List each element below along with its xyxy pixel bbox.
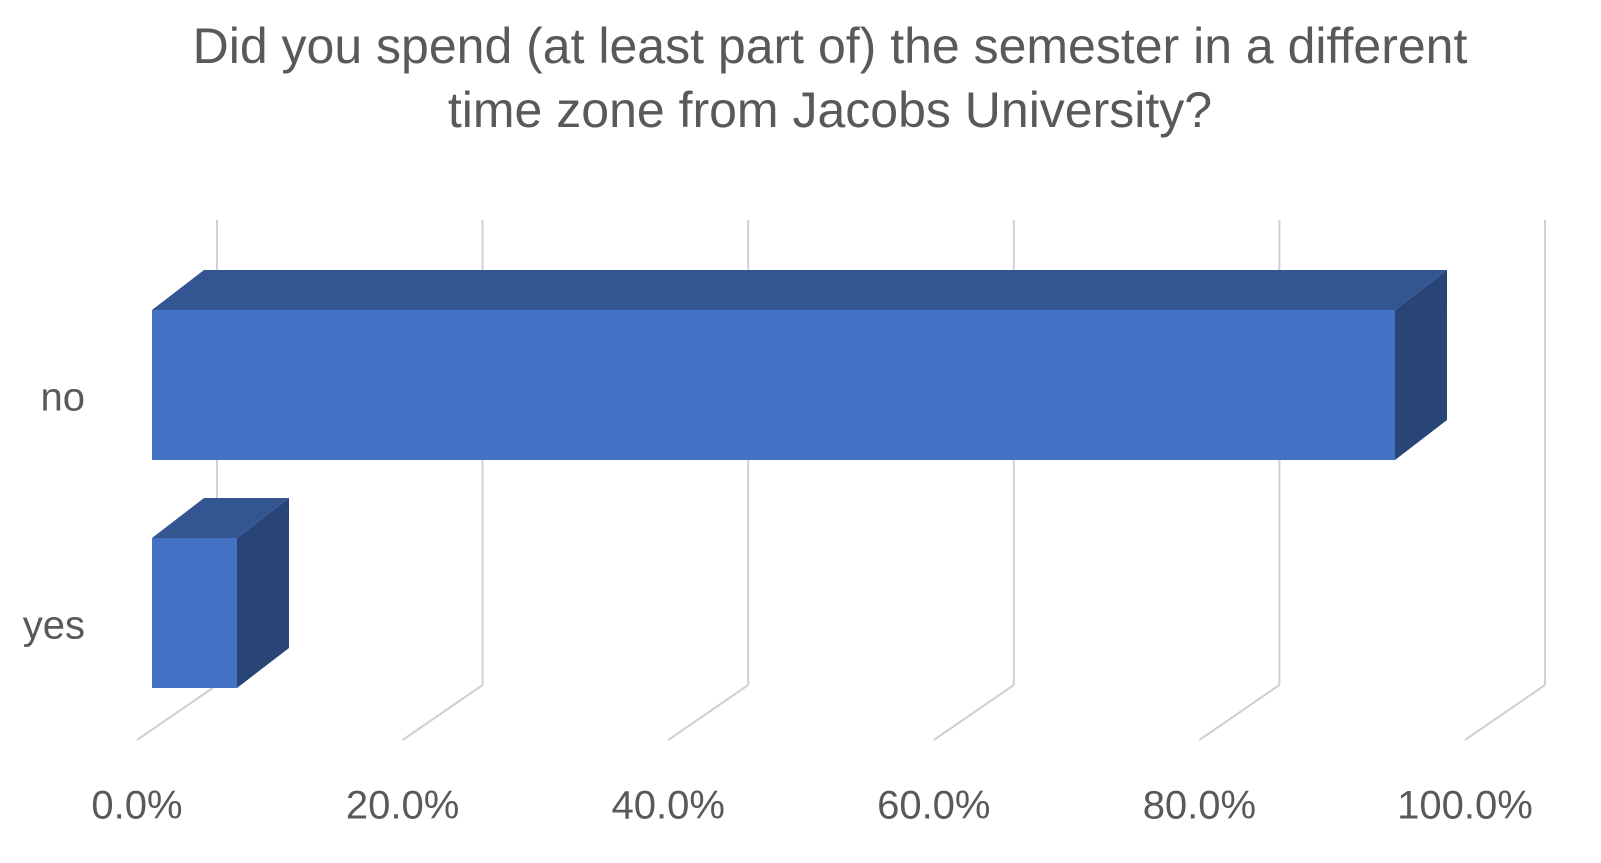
- grid-line: [136, 684, 218, 741]
- bar-side: [236, 498, 289, 688]
- bar: [152, 310, 1396, 460]
- y-tick-label: yes: [23, 604, 85, 648]
- grid-line: [1198, 684, 1280, 741]
- x-tick-label: 0.0%: [91, 784, 182, 828]
- x-tick-label: 100.0%: [1397, 784, 1533, 828]
- x-tick-label: 20.0%: [346, 784, 459, 828]
- bar: [152, 538, 237, 688]
- bar-top: [152, 498, 289, 538]
- bar-top: [152, 270, 1448, 310]
- x-tick-label: 80.0%: [1143, 784, 1256, 828]
- grid-line: [933, 684, 1015, 741]
- bar-side: [1395, 270, 1448, 460]
- x-tick-label: 40.0%: [611, 784, 724, 828]
- grid-line: [667, 684, 749, 741]
- chart-title: Did you spend (at least part of) the sem…: [192, 18, 1468, 138]
- grid-line: [1464, 684, 1546, 741]
- x-tick-label: 60.0%: [877, 784, 990, 828]
- y-tick-label: no: [41, 376, 86, 420]
- grid-line: [402, 684, 484, 741]
